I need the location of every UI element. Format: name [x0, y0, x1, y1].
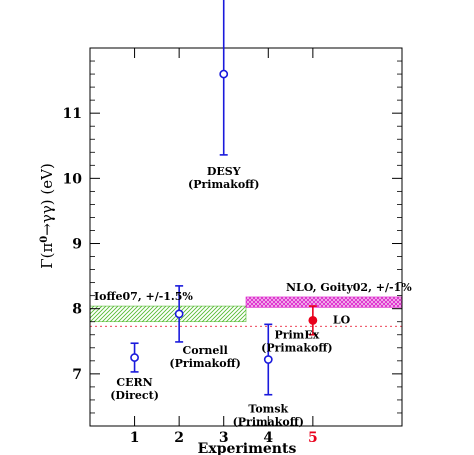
point-label-5-0: PrimEx — [274, 328, 319, 341]
y-tick-label-7: 7 — [72, 367, 82, 383]
x-tick-label-1: 1 — [130, 430, 140, 446]
point-label-1-0: CERN — [116, 376, 152, 389]
y-axis-label-rest: →γγ) (eV) — [38, 163, 56, 236]
y-tick-label-11: 11 — [63, 106, 82, 122]
band-label-1: NLO, Goity02, +/-1% — [286, 281, 412, 294]
point-label-4-0: Tomsk — [248, 403, 288, 416]
points-layer — [130, 0, 318, 396]
y-tick-label-9: 9 — [72, 237, 82, 253]
point-label-5-1: (Primakoff) — [261, 341, 332, 354]
point-label-4-1: (Primakoff) — [233, 416, 304, 429]
band-0 — [89, 305, 247, 323]
data-point-1 — [130, 353, 139, 362]
data-point-3 — [219, 69, 229, 79]
x-tick-label-5: 5 — [308, 430, 318, 446]
y-axis-label-main: Γ(π — [38, 243, 56, 269]
data-point-4 — [263, 355, 273, 364]
point-label-3-1: (Primakoff) — [188, 178, 259, 191]
band-label-0: Ioffe07, +/-1.5% — [94, 290, 193, 303]
point-label-2-1: (Primakoff) — [169, 357, 240, 370]
plot-frame — [89, 47, 403, 427]
band-1 — [245, 296, 403, 308]
point-label-2-0: Cornell — [183, 344, 228, 357]
y-tick-label-8: 8 — [72, 302, 82, 318]
data-point-5 — [308, 316, 318, 325]
x-tick-label-3: 3 — [219, 430, 229, 446]
y-tick-label-10: 10 — [63, 171, 83, 187]
lo-label: LO — [333, 313, 351, 326]
bands-layer — [89, 296, 403, 323]
y-axis-label: Γ(π0→γγ) (eV) — [38, 163, 56, 269]
labels-layer: Ioffe07, +/-1.5% NLO, Goity02, +/-1% LO CER… — [94, 165, 412, 429]
x-axis-label: Experiments — [198, 441, 297, 455]
x-tick-label-4: 4 — [263, 430, 273, 446]
y-axis-label-sup: 0 — [39, 236, 50, 243]
point-label-3-0: DESY — [207, 165, 241, 178]
data-point-2 — [174, 309, 184, 319]
x-tick-label-2: 2 — [174, 430, 184, 446]
point-label-1-1: (Direct) — [110, 389, 159, 402]
